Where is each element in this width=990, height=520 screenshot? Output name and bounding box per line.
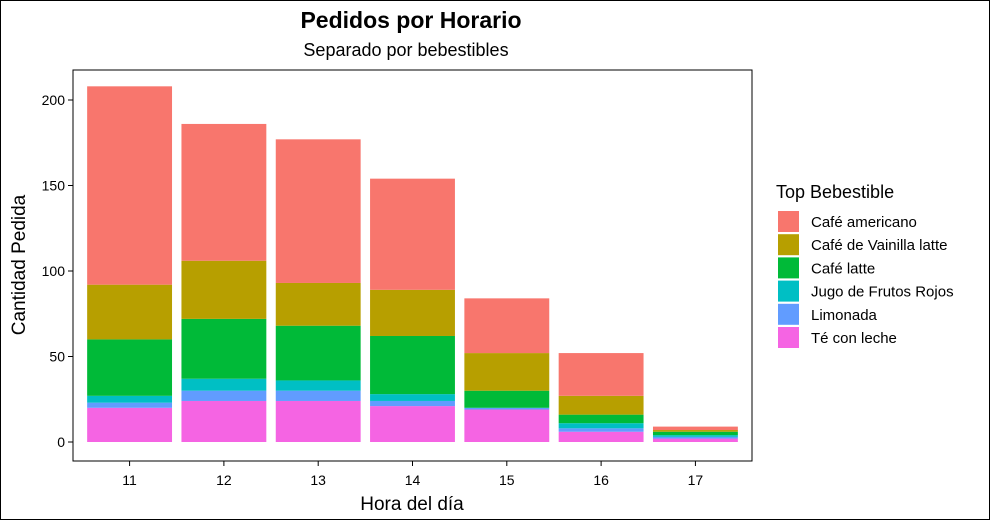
y-tick-label: 150 xyxy=(42,178,66,194)
bar-12-cafe-de-vainilla-latte xyxy=(181,260,267,319)
bar-16-cafe-de-vainilla-latte xyxy=(558,395,644,415)
bar-13-jugo-de-frutos-rojos xyxy=(275,380,361,391)
bar-14-cafe-latte xyxy=(370,335,455,395)
y-tick-label: 0 xyxy=(57,434,65,450)
legend-label: Café de Vainilla latte xyxy=(811,237,947,254)
x-tick-label: 12 xyxy=(216,472,232,488)
legend-swatch xyxy=(778,211,799,232)
bar-17-cafe-de-vainilla-latte xyxy=(652,430,738,432)
legend-label: Café americano xyxy=(811,214,917,231)
x-tick-label: 11 xyxy=(122,472,137,488)
legend-swatch xyxy=(778,303,799,325)
x-tick-label: 15 xyxy=(499,472,515,488)
bar-15-cafe-americano xyxy=(464,298,550,354)
bar-15-cafe-latte xyxy=(464,390,550,408)
bars-group xyxy=(87,86,738,442)
bar-12-jugo-de-frutos-rojos xyxy=(181,378,267,391)
bar-16-cafe-americano xyxy=(558,353,644,396)
bar-14-cafe-de-vainilla-latte xyxy=(370,289,455,336)
bar-14-jugo-de-frutos-rojos xyxy=(370,394,455,401)
bar-12-cafe-latte xyxy=(181,318,267,379)
bar-11-limonada xyxy=(87,402,173,408)
x-tick-label: 17 xyxy=(688,472,704,488)
x-tick-label: 14 xyxy=(405,472,421,488)
legend-swatch xyxy=(778,280,799,302)
bar-17-cafe-latte xyxy=(652,431,738,436)
bar-11-cafe-latte xyxy=(87,339,173,396)
y-tick-label: 200 xyxy=(42,92,66,108)
bar-13-te-con-leche xyxy=(275,400,361,442)
bar-11-cafe-americano xyxy=(87,86,173,285)
chart-subtitle: Separado por bebestibles xyxy=(303,40,508,60)
bar-15-cafe-de-vainilla-latte xyxy=(464,353,550,391)
bar-15-te-con-leche xyxy=(464,409,550,442)
legend-label: Café latte xyxy=(811,260,875,277)
bar-15-limonada xyxy=(464,407,550,410)
bar-17-cafe-americano xyxy=(652,426,738,431)
bar-14-limonada xyxy=(370,400,455,407)
x-axis: 11 12 13 14 15 16 17 xyxy=(122,461,703,488)
bar-16-limonada xyxy=(558,428,644,432)
x-axis-title: Hora del día xyxy=(360,494,464,515)
x-tick-label: 16 xyxy=(593,472,609,488)
legend: Top Bebestible Café americano Café de Vai… xyxy=(776,182,954,348)
bar-12-te-con-leche xyxy=(181,400,267,442)
bar-14-te-con-leche xyxy=(370,406,455,442)
bar-16-jugo-de-frutos-rojos xyxy=(558,423,644,429)
legend-label: Jugo de Frutos Rojos xyxy=(811,284,954,301)
legend-swatch xyxy=(778,257,799,279)
bar-13-cafe-de-vainilla-latte xyxy=(275,282,361,326)
bar-14-cafe-americano xyxy=(370,178,455,290)
bar-17-te-con-leche xyxy=(652,438,738,442)
bar-12-limonada xyxy=(181,390,267,401)
bar-17-limonada xyxy=(652,436,738,439)
y-axis-title: Cantidad Pedida xyxy=(9,194,30,335)
bar-16-te-con-leche xyxy=(558,431,644,442)
legend-label: Té con leche xyxy=(811,330,897,347)
bar-13-cafe-latte xyxy=(275,325,361,381)
bar-13-limonada xyxy=(275,390,361,401)
bar-11-te-con-leche xyxy=(87,407,173,442)
y-axis: 0 50 100 150 200 xyxy=(42,92,73,450)
bar-16-cafe-latte xyxy=(558,414,644,424)
x-tick-label: 13 xyxy=(310,472,326,488)
bar-17-jugo-de-frutos-rojos xyxy=(652,435,738,437)
bar-11-cafe-de-vainilla-latte xyxy=(87,284,173,340)
legend-label: Limonada xyxy=(811,307,878,324)
y-tick-label: 100 xyxy=(42,263,66,279)
legend-swatch xyxy=(778,234,799,256)
bar-11-jugo-de-frutos-rojos xyxy=(87,395,173,403)
bar-12-cafe-americano xyxy=(181,123,267,261)
y-tick-label: 50 xyxy=(49,349,65,365)
bar-13-cafe-americano xyxy=(275,139,361,283)
legend-title: Top Bebestible xyxy=(776,182,894,202)
chart-title: Pedidos por Horario xyxy=(300,7,521,33)
legend-swatch xyxy=(778,327,799,348)
